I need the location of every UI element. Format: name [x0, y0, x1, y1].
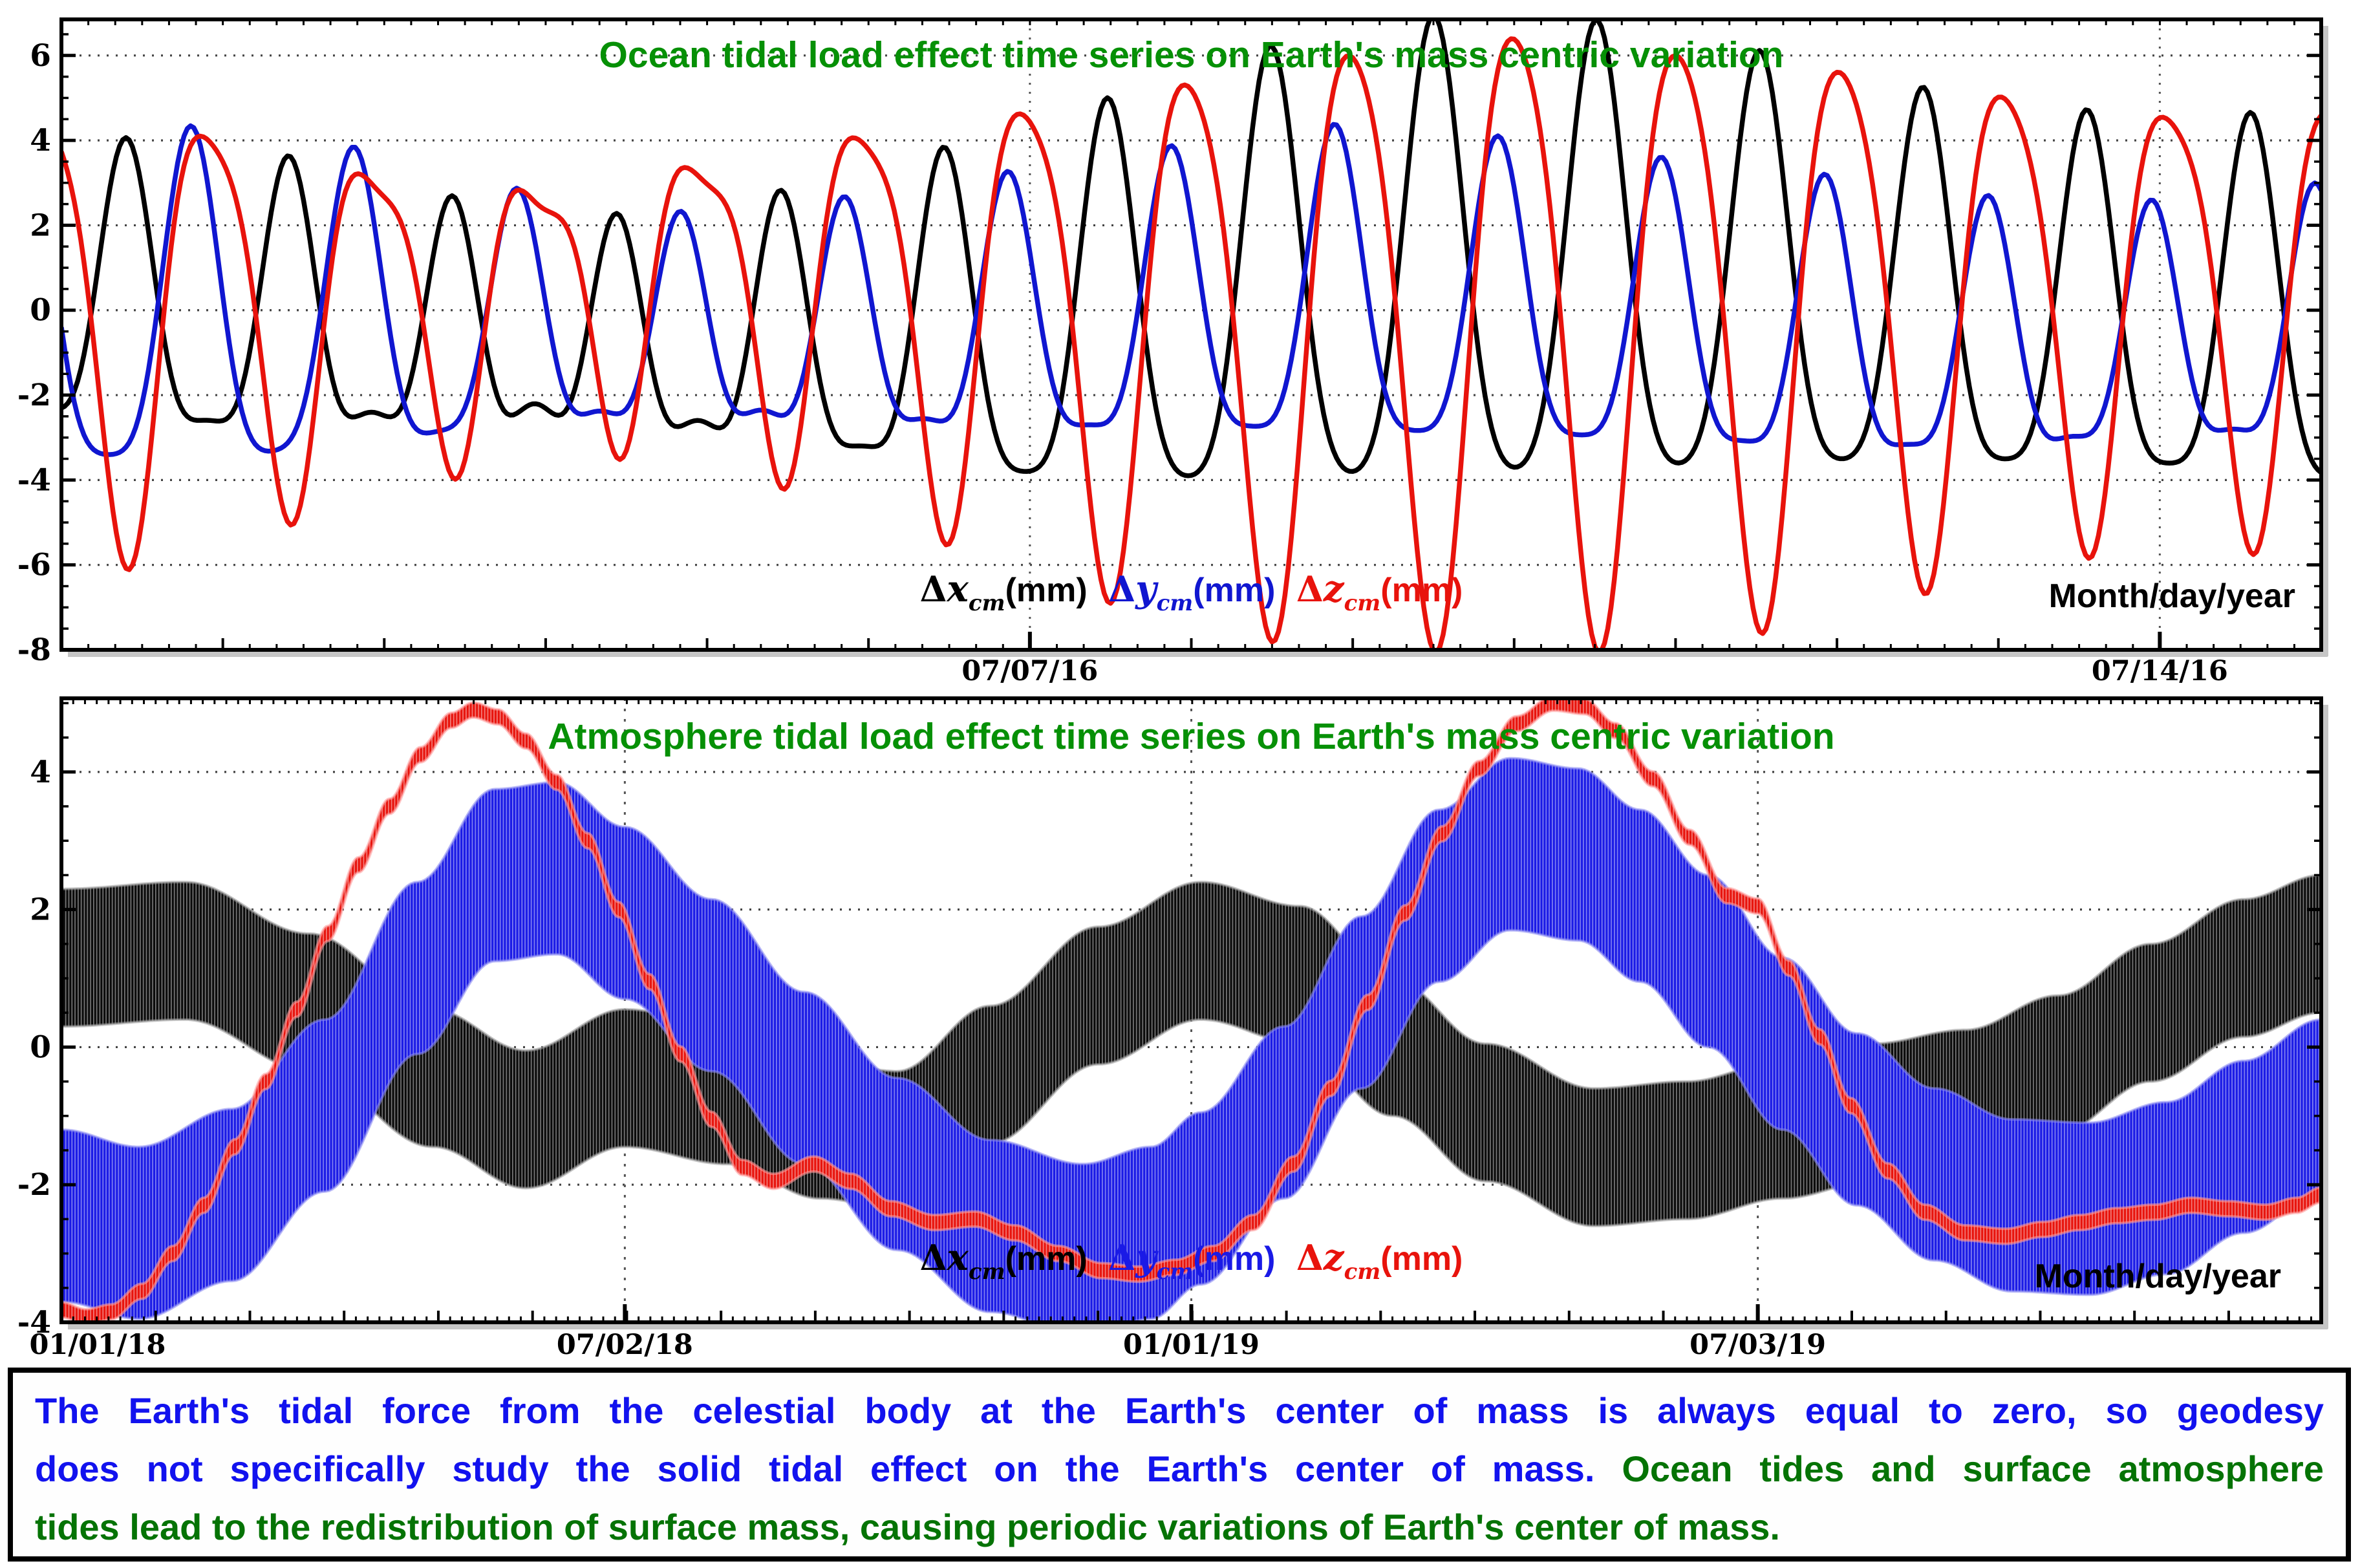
caption-text-blue: does not specifically study the solid ti…	[35, 1448, 1622, 1489]
y-tick-label: 4	[30, 755, 51, 790]
band-striation-dy_cm	[61, 758, 2321, 1322]
y-tick-label: 0	[30, 1029, 51, 1065]
legend-item-dx: Δxcm(mm)	[920, 1236, 1088, 1285]
ocean-chart-title: Ocean tidal load effect time series on E…	[599, 34, 1784, 76]
unit-label: (mm)	[1193, 1240, 1276, 1278]
plot-border	[59, 17, 2323, 652]
atmosphere-chart-legend: Δxcm(mm) Δycm(mm) Δzcm(mm)	[61, 1236, 2321, 1285]
y-tick-label: -4	[17, 1305, 51, 1340]
ocean-x-axis-note: Month/day/year	[2048, 577, 2295, 615]
delta-symbol: Δ	[919, 1237, 947, 1278]
delta-symbol: Δ	[1108, 568, 1136, 610]
delta-symbol: Δ	[1296, 568, 1324, 610]
variable-symbol: y	[1135, 568, 1157, 610]
plot-shadow	[2323, 26, 2328, 656]
subscript: cm	[1344, 1259, 1381, 1285]
legend-item-dz: Δzcm(mm)	[1296, 568, 1463, 616]
variable-symbol: z	[1323, 1236, 1344, 1279]
x-tick-label: 07/03/19	[1690, 1329, 1826, 1361]
caption-line-1: The Earth's tidal force from the celesti…	[35, 1382, 2324, 1440]
legend-item-dx: Δxcm(mm)	[920, 568, 1088, 616]
delta-symbol: Δ	[919, 568, 947, 610]
y-tick-label: 4	[30, 123, 51, 158]
unit-label: (mm)	[1193, 572, 1276, 609]
variable-symbol: x	[947, 568, 969, 610]
band-striation-dx_cm	[61, 875, 2321, 1226]
caption-box: The Earth's tidal force from the celesti…	[8, 1368, 2351, 1562]
ocean-chart-plot: 6 4 2 0 -2 -4 -6 -8 07/07/16 07/14/16	[17, 17, 2328, 687]
y-tick-label: 6	[30, 38, 51, 74]
legend-item-dy: Δycm(mm)	[1108, 568, 1275, 616]
y-tick-label: -4	[17, 462, 51, 498]
band-edge-dz_cm	[61, 698, 2321, 1322]
caption-text-green: tides lead to the redistribution of surf…	[35, 1507, 1780, 1547]
y-tick-label: -8	[17, 632, 51, 668]
unit-label: (mm)	[1005, 572, 1088, 609]
unit-label: (mm)	[1005, 1240, 1088, 1278]
ocean-chart-legend: Δxcm(mm) Δycm(mm) Δzcm(mm)	[61, 568, 2321, 616]
unit-label: (mm)	[1380, 1240, 1463, 1278]
delta-symbol: Δ	[1108, 1237, 1136, 1278]
x-tick-label: 07/02/18	[557, 1329, 693, 1361]
x-tick-label: 07/07/16	[961, 655, 1098, 687]
series-dx_cm	[61, 19, 2321, 478]
subscript: cm	[1156, 1259, 1194, 1285]
y-tick-label: 2	[30, 892, 51, 928]
atmosphere-chart-plot: 4 2 0 -2 -401/01/18 07/02/18 01/01/19 07/03/19	[17, 696, 2328, 1361]
series-dz_cm	[61, 36, 2321, 650]
caption-line-3: tides lead to the redistribution of surf…	[35, 1498, 2324, 1556]
delta-symbol: Δ	[1296, 1237, 1324, 1278]
x-tick-label: 01/01/19	[1123, 1329, 1260, 1361]
variable-symbol: x	[947, 1236, 969, 1279]
variable-symbol: y	[1135, 1236, 1157, 1279]
y-tick-label: -2	[17, 1167, 51, 1203]
subscript: cm	[1156, 590, 1194, 616]
plot-shadow	[68, 1324, 2328, 1329]
series-area	[61, 19, 2321, 650]
caption-text-blue: The Earth's tidal force from the celesti…	[35, 1390, 2324, 1431]
atmosphere-x-axis-note: Month/day/year	[2034, 1258, 2281, 1295]
subscript: cm	[968, 1259, 1005, 1285]
y-tick-label: 0	[30, 293, 51, 328]
caption-line-2: does not specifically study the solid ti…	[35, 1440, 2324, 1498]
x-tick-label: 07/14/16	[2092, 655, 2228, 687]
plot-shadow	[2323, 705, 2328, 1329]
plot-shadow	[68, 652, 2328, 657]
unit-label: (mm)	[1380, 572, 1463, 609]
variable-symbol: z	[1323, 568, 1344, 610]
x-tick-label: 01/01/18	[30, 1329, 166, 1361]
subscript: cm	[1344, 590, 1381, 616]
atmosphere-chart-title: Atmosphere tidal load effect time series…	[548, 716, 1835, 757]
caption-text-green: Ocean tides and surface atmosphere	[1622, 1448, 2324, 1489]
y-tick-label: 2	[30, 208, 51, 243]
legend-item-dy: Δycm(mm)	[1108, 1236, 1275, 1285]
y-tick-label: -2	[17, 378, 51, 413]
subscript: cm	[968, 590, 1005, 616]
legend-item-dz: Δzcm(mm)	[1296, 1236, 1463, 1285]
y-tick-label: -6	[17, 548, 51, 583]
